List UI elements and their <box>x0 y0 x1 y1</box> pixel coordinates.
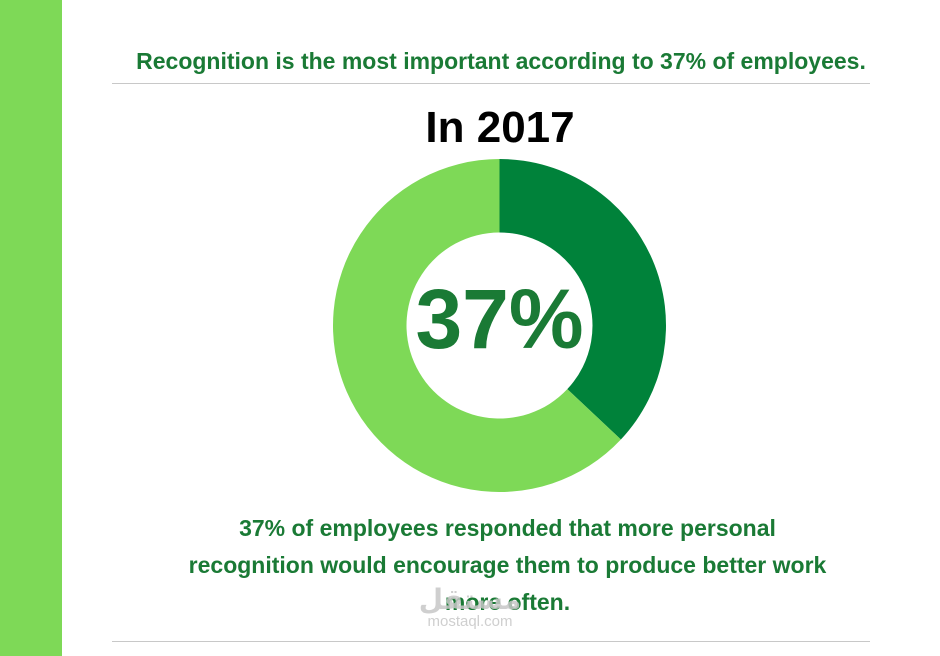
center-percentage: 37% <box>415 272 584 366</box>
watermark-latin: mostaql.com <box>427 613 513 630</box>
bottom-divider <box>112 641 870 642</box>
caption: 37% of employees responded that more per… <box>100 510 915 621</box>
headline: Recognition is the most important accord… <box>136 48 866 74</box>
top-divider <box>112 83 870 84</box>
donut-chart-svg <box>333 159 666 492</box>
donut-slice-1 <box>499 159 666 440</box>
donut-slice-2 <box>333 159 621 492</box>
caption-line-2: recognition would encourage them to prod… <box>188 552 827 578</box>
watermark-arabic: مستقل <box>418 584 522 615</box>
chart-title: In 2017 <box>425 103 575 152</box>
caption-line-3: more often. <box>444 589 571 615</box>
donut-chart: 37% <box>333 159 666 492</box>
side-accent-bar <box>0 0 62 656</box>
watermark-logo: مستقل mostaql.com <box>395 584 545 630</box>
caption-line-1: 37% of employees responded that more per… <box>239 515 776 541</box>
